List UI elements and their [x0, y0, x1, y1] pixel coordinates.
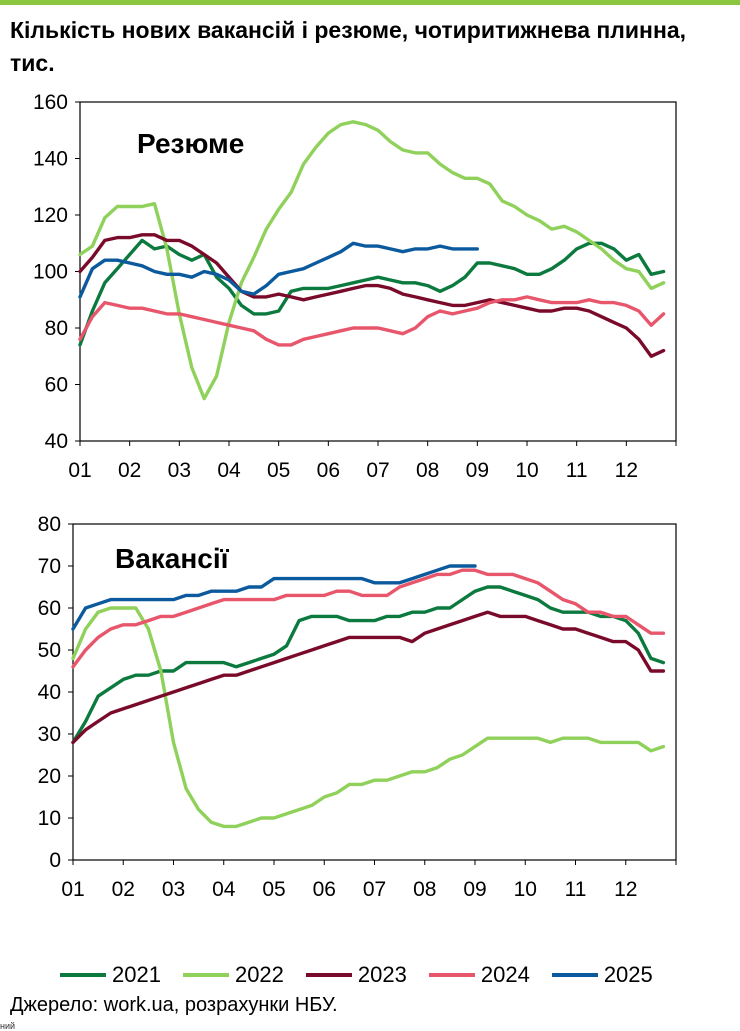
- x-tick-label: 05: [262, 878, 285, 901]
- series-line-2024: [78, 295, 666, 347]
- legend-swatch: [305, 973, 352, 977]
- y-tick-label: 120: [33, 204, 68, 227]
- legend-item-2023: 2023: [305, 962, 407, 988]
- panel-title: Резюме: [137, 128, 244, 159]
- y-tick-label: 40: [38, 681, 61, 704]
- x-tick-label: 02: [118, 459, 141, 482]
- legend-label: 2024: [480, 962, 530, 987]
- x-tick-label: 07: [366, 459, 389, 482]
- x-tick-label: 04: [212, 878, 236, 901]
- series-line-2025: [78, 241, 479, 299]
- legend-item-2024: 2024: [428, 962, 530, 988]
- x-tick-label: 08: [416, 459, 439, 482]
- x-tick-label: 10: [514, 878, 537, 901]
- legend-swatch: [428, 973, 475, 977]
- x-tick-label: 01: [68, 459, 91, 482]
- x-tick-label: 12: [615, 459, 638, 482]
- x-tick-label: 01: [61, 878, 84, 901]
- resume-chart: 40 60 80 100 120 140 160 01 02 03 04 05 06 07 08 09 10 11…: [33, 91, 677, 482]
- panel-title: Вакансії: [115, 543, 230, 574]
- y-tick-label: 70: [38, 555, 61, 578]
- legend-item-2021: 2021: [60, 962, 161, 988]
- y-tick-label: 40: [45, 430, 68, 453]
- vacancies-chart: 0 10 20 30 40 50 60 70 80 01 02 03 04 05 06 07 08 09 10 11 1…: [38, 513, 677, 901]
- y-tick-label: 140: [33, 148, 68, 171]
- legend-label: 2022: [234, 962, 284, 987]
- y-tick-label: 80: [38, 513, 61, 536]
- legend-label: 2023: [357, 962, 407, 987]
- top-accent-bar: [0, 0, 740, 5]
- series-line-2024: [71, 568, 666, 669]
- y-tick-label: 10: [38, 807, 61, 830]
- legend-swatch: [182, 973, 229, 977]
- y-tick-label: 50: [38, 639, 61, 662]
- series-line-2021: [71, 585, 666, 745]
- y-tick-label: 60: [38, 597, 61, 620]
- legend-item-2022: 2022: [182, 962, 284, 988]
- x-tick-label: 09: [466, 459, 489, 482]
- series-line-2023: [71, 610, 666, 745]
- series-line-2025: [71, 564, 477, 631]
- x-tick-label: 12: [614, 878, 637, 901]
- series-line-2021: [78, 238, 666, 347]
- x-tick-label: 06: [313, 878, 336, 901]
- x-tick-label: 11: [565, 878, 587, 901]
- legend-label: 2025: [603, 962, 653, 987]
- x-tick-label: 10: [515, 459, 538, 482]
- y-tick-label: 0: [49, 849, 61, 872]
- x-tick-label: 07: [363, 878, 386, 901]
- legend: 2021 2022 2023 2024 2025: [60, 961, 730, 989]
- x-tick-label: 11: [566, 459, 588, 482]
- y-tick-label: 30: [38, 723, 61, 746]
- series-line-2022: [78, 120, 666, 401]
- x-tick-label: 06: [317, 459, 340, 482]
- x-tick-label: 05: [267, 459, 290, 482]
- x-tick-label: 04: [217, 459, 241, 482]
- x-tick-label: 09: [463, 878, 486, 901]
- y-tick-label: 80: [45, 317, 68, 340]
- x-tick-label: 03: [168, 459, 191, 482]
- legend-swatch: [551, 973, 598, 977]
- y-tick-label: 160: [33, 91, 68, 114]
- series-line-2023: [78, 233, 666, 358]
- x-tick-label: 02: [112, 878, 135, 901]
- legend-label: 2021: [112, 962, 161, 987]
- legend-item-2025: 2025: [551, 962, 653, 988]
- y-tick-label: 100: [33, 261, 68, 284]
- chart-title: Кількість нових вакансій і резюме, чотир…: [10, 17, 687, 76]
- x-tick-label: 08: [413, 878, 436, 901]
- source-note: Джерело: work.ua, розрахунки НБУ.: [10, 994, 338, 1016]
- x-tick-label: 03: [162, 878, 185, 901]
- legend-swatch: [60, 973, 106, 977]
- series-line-2022: [71, 606, 666, 829]
- cropped-text-fragment: ний: [0, 1021, 16, 1031]
- y-tick-label: 60: [45, 374, 68, 397]
- y-tick-label: 20: [38, 765, 61, 788]
